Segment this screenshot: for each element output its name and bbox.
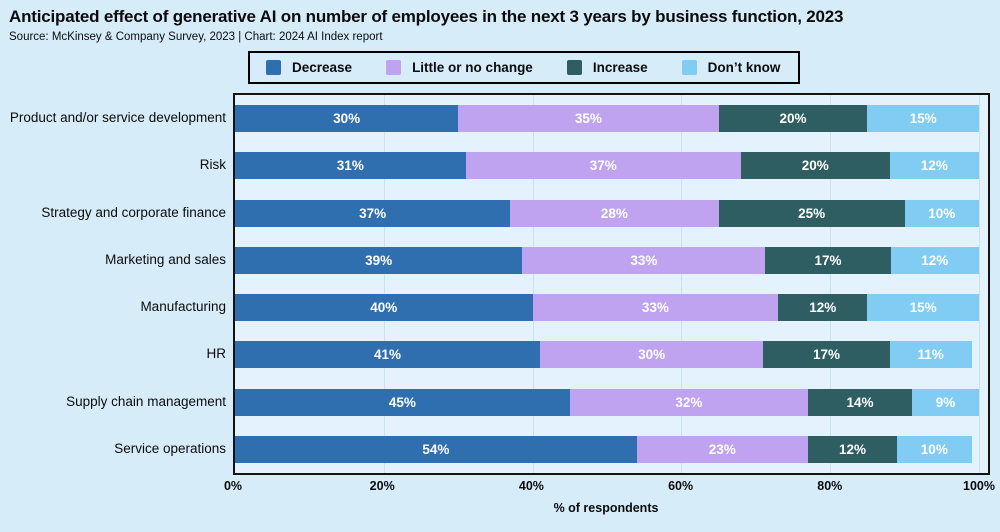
- bar-segment-decrease: 54%: [235, 435, 637, 463]
- bar-segment-don-t-know: 12%: [889, 152, 979, 180]
- bar-segment-little-or-no-change: 30%: [540, 341, 764, 369]
- legend-label-don-t-know: Don’t know: [707, 60, 781, 75]
- gridline-60: [681, 95, 683, 473]
- bar-track-hr: 41% 30% 17% 11%: [235, 341, 979, 369]
- bar-track-supply-chain-management: 45% 32% 14% 9%: [235, 388, 979, 416]
- bar-segment-little-or-no-change: 23%: [636, 435, 808, 463]
- bar-segment-little-or-no-change: 33%: [532, 294, 779, 322]
- bar-track-product-and-or-service-development: 30% 35% 20% 15%: [235, 105, 979, 133]
- bar-segment-decrease: 39%: [235, 246, 523, 274]
- legend-swatch-decrease: [266, 60, 281, 75]
- bar-segment-don-t-know: 10%: [904, 199, 979, 227]
- bar-segment-don-t-know: 11%: [889, 341, 972, 369]
- bar-segment-increase: 12%: [807, 435, 898, 463]
- category-label-strategy-and-corporate-finance: Strategy and corporate finance: [41, 204, 226, 220]
- legend: Decrease Little or no change Increase Don’t…: [248, 51, 801, 84]
- bar-segment-decrease: 40%: [235, 294, 533, 322]
- bar-row-marketing-and-sales: 39% 33% 17% 12%: [235, 237, 979, 284]
- bar-segment-decrease: 41%: [235, 341, 541, 369]
- legend-item-little-or-no-change: Little or no change: [386, 60, 533, 75]
- bar-row-service-operations: 54% 23% 12% 10%: [235, 426, 979, 473]
- category-label-product-and-or-service-development: Product and/or service development: [9, 110, 226, 126]
- bar-row-manufacturing: 40% 33% 12% 15%: [235, 284, 979, 331]
- bar-segment-increase: 20%: [740, 152, 890, 180]
- category-label-service-operations: Service operations: [114, 440, 226, 456]
- x-axis-label-wrap: % of respondents: [233, 499, 979, 517]
- category-label-hr: HR: [206, 346, 227, 362]
- gridline-80: [830, 95, 832, 473]
- legend-swatch-increase: [566, 60, 582, 75]
- legend-label-increase: Increase: [592, 60, 648, 75]
- bar-segment-increase: 17%: [765, 246, 891, 274]
- bar-segment-increase: 14%: [807, 388, 913, 416]
- bar-segment-increase: 25%: [718, 199, 905, 227]
- x-tick-80: 80%: [817, 479, 843, 493]
- bar-segment-decrease: 30%: [235, 105, 459, 133]
- legend-label-decrease: Decrease: [292, 60, 353, 75]
- bar-row-strategy-and-corporate-finance: 37% 28% 25% 10%: [235, 190, 979, 237]
- chart-header: Anticipated effect of generative AI on n…: [0, 0, 1000, 43]
- legend-swatch-don-t-know: [681, 60, 697, 75]
- stacked-bar-chart: Product and/or service development Risk St…: [0, 93, 1000, 475]
- legend-item-decrease: Decrease: [266, 60, 352, 75]
- bar-row-product-and-or-service-development: 30% 35% 20% 15%: [235, 95, 979, 142]
- x-tick-40: 40%: [518, 479, 544, 493]
- bar-segment-increase: 17%: [763, 341, 890, 369]
- category-label-supply-chain-management: Supply chain management: [66, 393, 226, 409]
- legend-swatch-little-or-no-change: [386, 60, 402, 75]
- plot-area: 30% 35% 20% 15% 31% 37% 20% 12% 37% 28% 25% 10% 39% 3…: [233, 93, 990, 475]
- legend-item-increase: Increase: [566, 60, 648, 75]
- x-tick-100: 100%: [963, 479, 995, 493]
- gridline-100: [979, 95, 980, 473]
- legend-label-little-or-no-change: Little or no change: [412, 60, 533, 75]
- bar-segment-increase: 20%: [718, 105, 868, 133]
- bar-segment-decrease: 31%: [235, 152, 466, 180]
- x-axis: 0% 20% 40% 60% 80% 100%: [224, 479, 995, 496]
- bar-track-strategy-and-corporate-finance: 37% 28% 25% 10%: [235, 199, 979, 227]
- x-tick-60: 60%: [668, 479, 694, 493]
- bar-segment-don-t-know: 9%: [912, 388, 979, 416]
- bar-segment-little-or-no-change: 37%: [465, 152, 741, 180]
- bar-segment-don-t-know: 15%: [867, 105, 979, 133]
- bar-segment-don-t-know: 12%: [890, 246, 979, 274]
- bar-segment-don-t-know: 15%: [867, 294, 979, 322]
- chart-title: Anticipated effect of generative AI on n…: [9, 7, 844, 26]
- bar-segment-little-or-no-change: 35%: [458, 105, 719, 133]
- x-tick-20: 20%: [369, 479, 395, 493]
- bar-segment-little-or-no-change: 33%: [522, 246, 766, 274]
- category-label-risk: Risk: [199, 157, 226, 173]
- category-label-manufacturing: Manufacturing: [140, 299, 226, 315]
- bar-segment-don-t-know: 10%: [897, 435, 972, 463]
- bar-row-hr: 41% 30% 17% 11%: [235, 331, 979, 378]
- bar-track-marketing-and-sales: 39% 33% 17% 12%: [235, 246, 979, 274]
- plot-inner: 30% 35% 20% 15% 31% 37% 20% 12% 37% 28% 25% 10% 39% 3…: [235, 95, 980, 473]
- gridline-20: [383, 95, 385, 473]
- bar-row-supply-chain-management: 45% 32% 14% 9%: [235, 379, 979, 426]
- gridline-40: [532, 95, 534, 473]
- bar-segment-little-or-no-change: 32%: [569, 388, 808, 416]
- x-tick-0: 0%: [223, 479, 243, 493]
- bar-track-manufacturing: 40% 33% 12% 15%: [235, 294, 979, 322]
- legend-item-don-t-know: Don’t know: [681, 60, 781, 75]
- bar-segment-little-or-no-change: 28%: [510, 199, 719, 227]
- bar-track-risk: 31% 37% 20% 12%: [235, 152, 979, 180]
- bar-segment-decrease: 45%: [235, 388, 570, 416]
- category-labels: Product and/or service development Risk St…: [0, 93, 233, 475]
- x-axis-label: % of respondents: [553, 501, 659, 515]
- category-label-marketing-and-sales: Marketing and sales: [105, 251, 226, 267]
- bar-segment-increase: 12%: [778, 294, 868, 322]
- bar-row-risk: 31% 37% 20% 12%: [235, 142, 979, 189]
- bar-track-service-operations: 54% 23% 12% 10%: [235, 435, 979, 463]
- bar-segment-decrease: 37%: [235, 199, 511, 227]
- bar-rows: 30% 35% 20% 15% 31% 37% 20% 12% 37% 28% 25% 10% 39% 3…: [235, 95, 979, 473]
- chart-source: Source: McKinsey & Company Survey, 2023 …: [9, 31, 383, 43]
